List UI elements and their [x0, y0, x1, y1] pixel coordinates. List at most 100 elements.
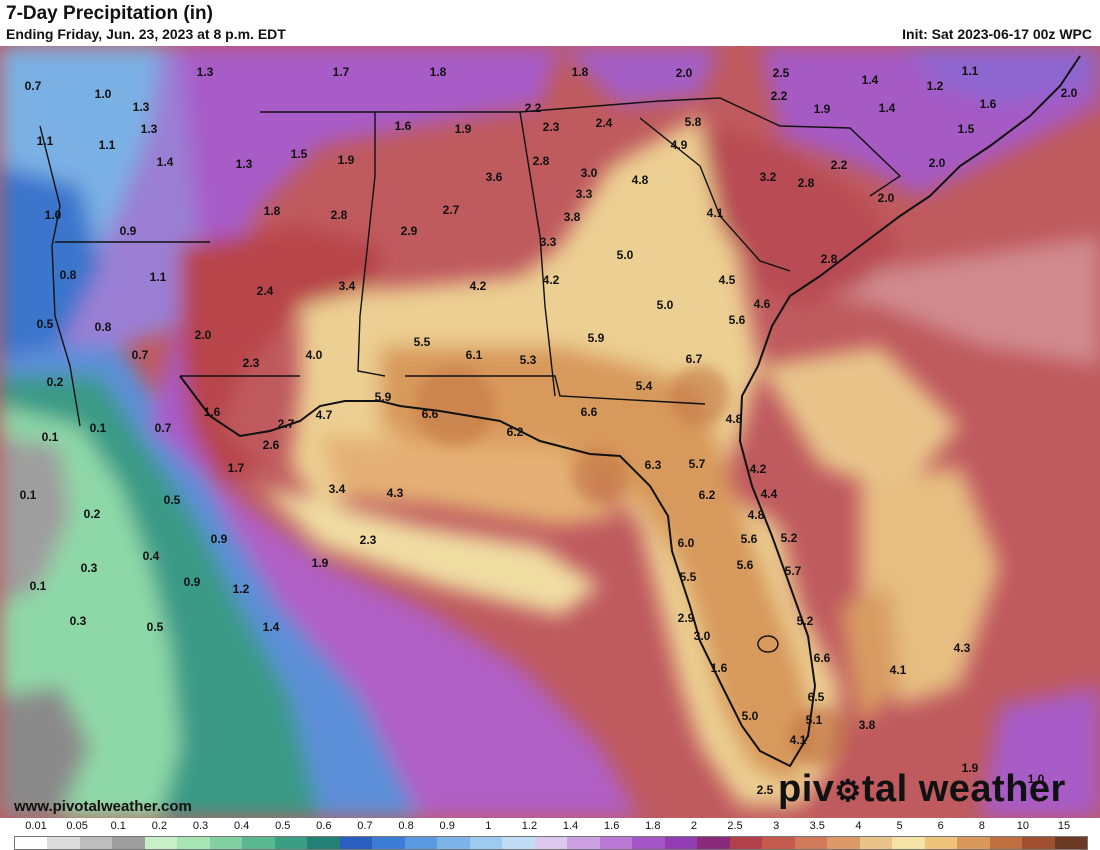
precip-value-label: 2.2: [830, 158, 848, 172]
legend-swatch: [729, 837, 763, 849]
precip-value-label: 2.4: [256, 284, 274, 298]
precip-value-label: 5.2: [780, 531, 798, 545]
legend-tick-label: 1.6: [604, 820, 620, 832]
brand-text-start: piv: [778, 768, 835, 810]
precip-value-label: 4.5: [718, 273, 736, 287]
legend-tick-label: 6: [937, 820, 944, 832]
color-legend: 0.01 0.05 0.1 0.2 0.3 0.4 0.5 0.6 0.7 0.8 0.9 1 1.2 1…: [0, 818, 1100, 850]
precip-value-label: 6.6: [421, 407, 439, 421]
precip-value-label: 2.7: [442, 203, 460, 217]
legend-tick-label: 0.5: [275, 820, 291, 832]
precip-value-label: 1.0: [44, 208, 62, 222]
map-title: 7-Day Precipitation (in): [6, 3, 213, 24]
precip-value-label: 0.4: [142, 549, 160, 563]
precip-value-label: 4.3: [386, 486, 404, 500]
precip-value-label: 5.7: [688, 457, 706, 471]
brand-text-end: tal weather: [861, 768, 1066, 810]
precip-value-label: 1.6: [979, 97, 997, 111]
precip-value-label: 0.9: [183, 575, 201, 589]
legend-swatch: [924, 837, 958, 849]
precip-value-label: 2.9: [400, 224, 418, 238]
precip-value-label: 4.2: [749, 462, 767, 476]
precip-value-label: 2.6: [262, 438, 280, 452]
legend-swatch: [989, 837, 1023, 849]
precipitation-field: [0, 46, 1100, 818]
precip-value-label: 5.9: [587, 331, 605, 345]
precip-value-label: 4.6: [753, 297, 771, 311]
legend-tick-label: 5: [896, 820, 903, 832]
legend-swatch: [469, 837, 503, 849]
precip-value-label: 2.3: [542, 120, 560, 134]
precip-value-label: 6.5: [807, 690, 825, 704]
legend-swatch: [534, 837, 568, 849]
map-header: 7-Day Precipitation (in) Ending Friday, …: [0, 0, 1100, 46]
precip-value-label: 2.0: [675, 66, 693, 80]
precip-value-label: 0.5: [146, 620, 164, 634]
precip-value-label: 0.5: [163, 493, 181, 507]
precip-value-label: 1.1: [961, 64, 979, 78]
precip-value-label: 3.3: [575, 187, 593, 201]
precip-value-label: 1.6: [203, 405, 221, 419]
legend-swatch: [762, 837, 795, 849]
precip-value-label: 5.7: [784, 564, 802, 578]
legend-swatch: [79, 837, 113, 849]
legend-tick-label: 0.05: [66, 820, 88, 832]
precip-value-label: 0.7: [24, 79, 42, 93]
precip-value-label: 1.2: [926, 79, 944, 93]
precip-value-label: 1.3: [140, 122, 158, 136]
precip-value-label: 5.0: [741, 709, 759, 723]
precip-value-label: 0.2: [83, 507, 101, 521]
legend-tick-label: 0.8: [398, 820, 414, 832]
legend-tick-label: 0.3: [192, 820, 209, 832]
precip-value-label: 1.7: [227, 461, 245, 475]
precip-value-label: 1.3: [196, 65, 214, 79]
legend-tick-label: 4: [855, 820, 862, 832]
legend-swatch: [437, 837, 470, 849]
precip-value-label: 6.6: [813, 651, 831, 665]
precip-value-label: 6.2: [698, 488, 716, 502]
precip-value-label: 0.7: [131, 348, 149, 362]
precip-value-label: 2.8: [797, 176, 815, 190]
precip-value-label: 1.0: [1027, 772, 1045, 786]
precip-value-label: 2.3: [242, 356, 260, 370]
precip-value-label: 2.5: [756, 783, 774, 797]
legend-tick-label: 10: [1016, 820, 1029, 832]
precip-value-label: 2.8: [330, 208, 348, 222]
legend-tick-label: 0.7: [357, 820, 373, 832]
precip-value-label: 5.9: [374, 390, 392, 404]
precip-value-label: 3.3: [539, 235, 557, 249]
precip-value-label: 5.5: [413, 335, 431, 349]
lake-okeechobee: [757, 635, 779, 653]
legend-tick-label: 0.6: [316, 820, 332, 832]
precip-value-label: 3.4: [338, 279, 356, 293]
legend-swatch: [274, 837, 308, 849]
legend-swatch: [1054, 837, 1087, 849]
precip-value-label: 0.9: [210, 532, 228, 546]
legend-swatch: [502, 837, 535, 849]
model-init-time: Init: Sat 2023-06-17 00z WPC: [902, 26, 1092, 42]
legend-swatch: [307, 837, 340, 849]
precip-value-label: 2.0: [194, 328, 212, 342]
precip-value-label: 2.8: [820, 252, 838, 266]
precip-value-label: 2.7: [277, 417, 295, 431]
legend-swatch: [697, 837, 730, 849]
precip-value-label: 6.3: [644, 458, 662, 472]
legend-tick-label: 0.2: [151, 820, 168, 832]
legend-tick-label: 2: [690, 820, 697, 832]
precip-value-label: 6.1: [465, 348, 483, 362]
precip-value-label: 1.0: [94, 87, 112, 101]
precip-value-label: 3.6: [485, 170, 503, 184]
precip-value-label: 0.7: [154, 421, 172, 435]
precip-value-label: 1.1: [36, 134, 54, 148]
precip-value-label: 1.3: [235, 157, 253, 171]
precip-value-label: 1.6: [394, 119, 412, 133]
precip-value-label: 5.0: [656, 298, 674, 312]
website-watermark: www.pivotalweather.com: [14, 798, 192, 815]
legend-tick-label: 8: [978, 820, 985, 832]
precip-value-label: 1.8: [263, 204, 281, 218]
precip-value-label: 1.4: [262, 620, 280, 634]
legend-tick-label: 15: [1057, 820, 1071, 832]
precip-value-label: 2.0: [877, 191, 895, 205]
precip-value-label: 4.7: [315, 408, 333, 422]
precip-value-label: 0.9: [119, 224, 137, 238]
